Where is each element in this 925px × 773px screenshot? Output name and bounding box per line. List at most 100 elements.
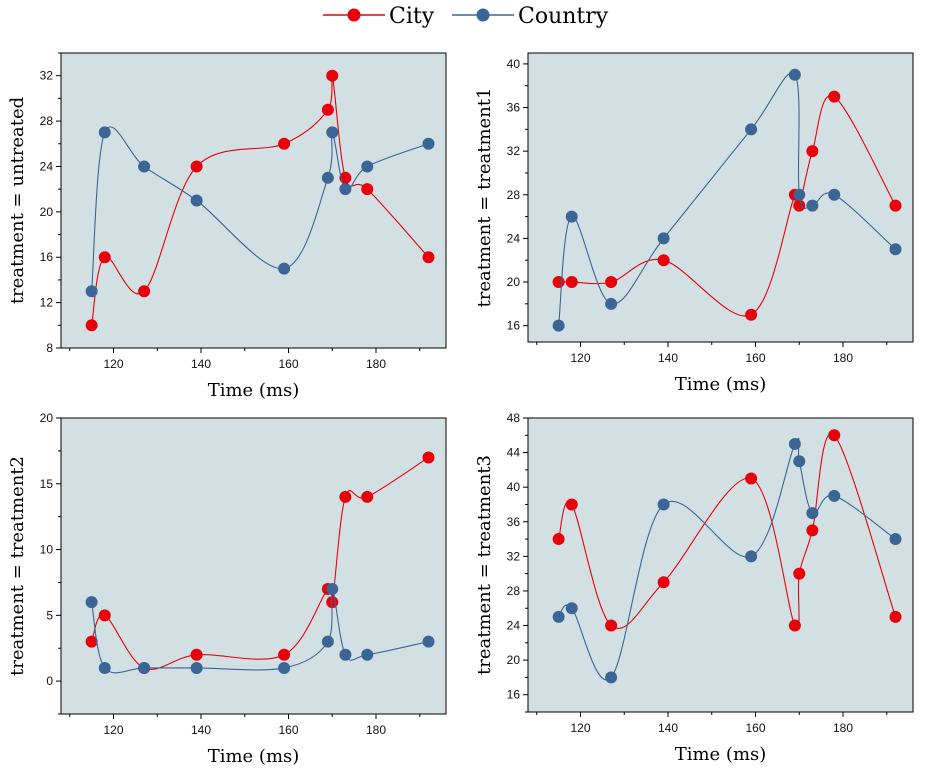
data-point-country	[793, 455, 806, 468]
data-point-country	[422, 137, 435, 150]
legend-country-marker	[476, 8, 490, 22]
y-tick-label: 24	[507, 619, 521, 633]
y-tick-label: 20	[40, 205, 54, 219]
data-point-country	[278, 661, 291, 674]
data-point-country	[138, 661, 151, 674]
data-point-city	[422, 251, 435, 264]
data-point-country	[745, 123, 758, 136]
y-tick-label: 44	[507, 446, 521, 460]
data-point-country	[657, 232, 670, 245]
legend-city-label: City	[389, 4, 435, 29]
data-point-city	[806, 145, 819, 158]
data-point-country	[85, 596, 98, 609]
data-point-country	[806, 199, 819, 212]
data-point-country	[190, 194, 203, 207]
x-tick-label: 140	[658, 721, 678, 735]
series-line-city	[91, 457, 429, 670]
data-point-country	[605, 671, 618, 684]
y-tick-label: 28	[40, 114, 54, 128]
data-point-city	[657, 576, 670, 589]
data-point-country	[565, 602, 578, 615]
data-point-city	[361, 183, 374, 196]
data-point-country	[806, 507, 819, 520]
chart-panel-4: 16 20 24 28 32 36 40 44 48 120 140 160 180 Time (ms) t…	[474, 411, 914, 765]
series-line-country	[91, 588, 429, 674]
data-point-country	[552, 319, 565, 332]
data-point-country	[321, 171, 334, 184]
data-point-city	[98, 251, 111, 264]
data-point-city	[828, 429, 841, 442]
y-tick-label: 40	[507, 57, 521, 71]
y-tick-label: 16	[507, 688, 521, 702]
series-city	[85, 451, 435, 674]
series-line-country	[558, 72, 896, 326]
legend-country-label: Country	[518, 4, 609, 29]
data-point-country	[788, 437, 801, 450]
x-tick-label: 120	[103, 357, 123, 371]
y-tick-label: 15	[40, 477, 54, 491]
y-tick-label: 28	[507, 188, 521, 202]
data-point-country	[793, 188, 806, 201]
y-tick-label: 5	[46, 608, 53, 622]
y-tick-label: 16	[507, 319, 521, 333]
data-point-city	[889, 199, 902, 212]
y-axis-title: treatment = treatment3	[474, 455, 495, 675]
data-point-country	[361, 648, 374, 661]
x-tick-label: 180	[366, 723, 386, 737]
x-tick-label: 160	[278, 357, 298, 371]
x-tick-label: 160	[278, 723, 298, 737]
data-point-city	[745, 472, 758, 485]
data-point-city	[85, 319, 98, 332]
data-point-country	[745, 550, 758, 563]
x-tick-label: 120	[103, 723, 123, 737]
data-point-city	[889, 610, 902, 623]
data-point-country	[278, 262, 291, 275]
data-point-country	[85, 285, 98, 298]
data-point-city	[806, 524, 819, 537]
data-point-city	[85, 635, 98, 648]
data-point-country	[326, 583, 339, 596]
data-point-city	[278, 648, 291, 661]
plot-area	[60, 417, 447, 715]
x-tick-label: 120	[570, 721, 590, 735]
x-tick-label: 160	[745, 351, 765, 365]
data-point-country	[552, 610, 565, 623]
legend-city-marker	[347, 8, 361, 22]
x-tick-label: 160	[745, 721, 765, 735]
legend-item-city: City	[323, 4, 435, 29]
y-tick-label: 12	[40, 296, 54, 310]
plot-area	[527, 417, 914, 713]
x-tick-label: 140	[191, 723, 211, 737]
y-tick-label: 0	[46, 674, 53, 688]
data-point-country	[361, 160, 374, 173]
x-axis-title: Time (ms)	[675, 374, 767, 395]
data-point-city	[657, 254, 670, 267]
series-city	[552, 429, 902, 632]
data-point-city	[321, 103, 334, 116]
y-tick-label: 48	[507, 411, 521, 425]
data-point-country	[339, 648, 352, 661]
series-country	[552, 437, 902, 684]
y-tick-label: 20	[40, 411, 54, 425]
data-point-country	[657, 498, 670, 511]
y-axis-title: treatment = treatment1	[474, 88, 495, 308]
y-tick-label: 36	[507, 101, 521, 115]
y-tick-label: 32	[507, 144, 521, 158]
data-point-city	[326, 69, 339, 82]
y-axis-title: treatment = treatment2	[7, 456, 28, 676]
x-tick-label: 180	[833, 351, 853, 365]
data-point-country	[422, 635, 435, 648]
chart-panel-3: 0 5 10 15 20 120 140 160 180 Time (ms) treatment =…	[7, 411, 447, 767]
y-tick-label: 32	[40, 69, 54, 83]
x-axis-title: Time (ms)	[208, 746, 300, 767]
data-point-country	[788, 68, 801, 81]
data-point-city	[138, 285, 151, 298]
data-point-city	[361, 490, 374, 503]
y-tick-label: 8	[46, 341, 53, 355]
data-point-city	[565, 498, 578, 511]
y-tick-label: 32	[507, 549, 521, 563]
x-tick-label: 140	[658, 351, 678, 365]
data-point-city	[793, 199, 806, 212]
data-point-city	[278, 137, 291, 150]
